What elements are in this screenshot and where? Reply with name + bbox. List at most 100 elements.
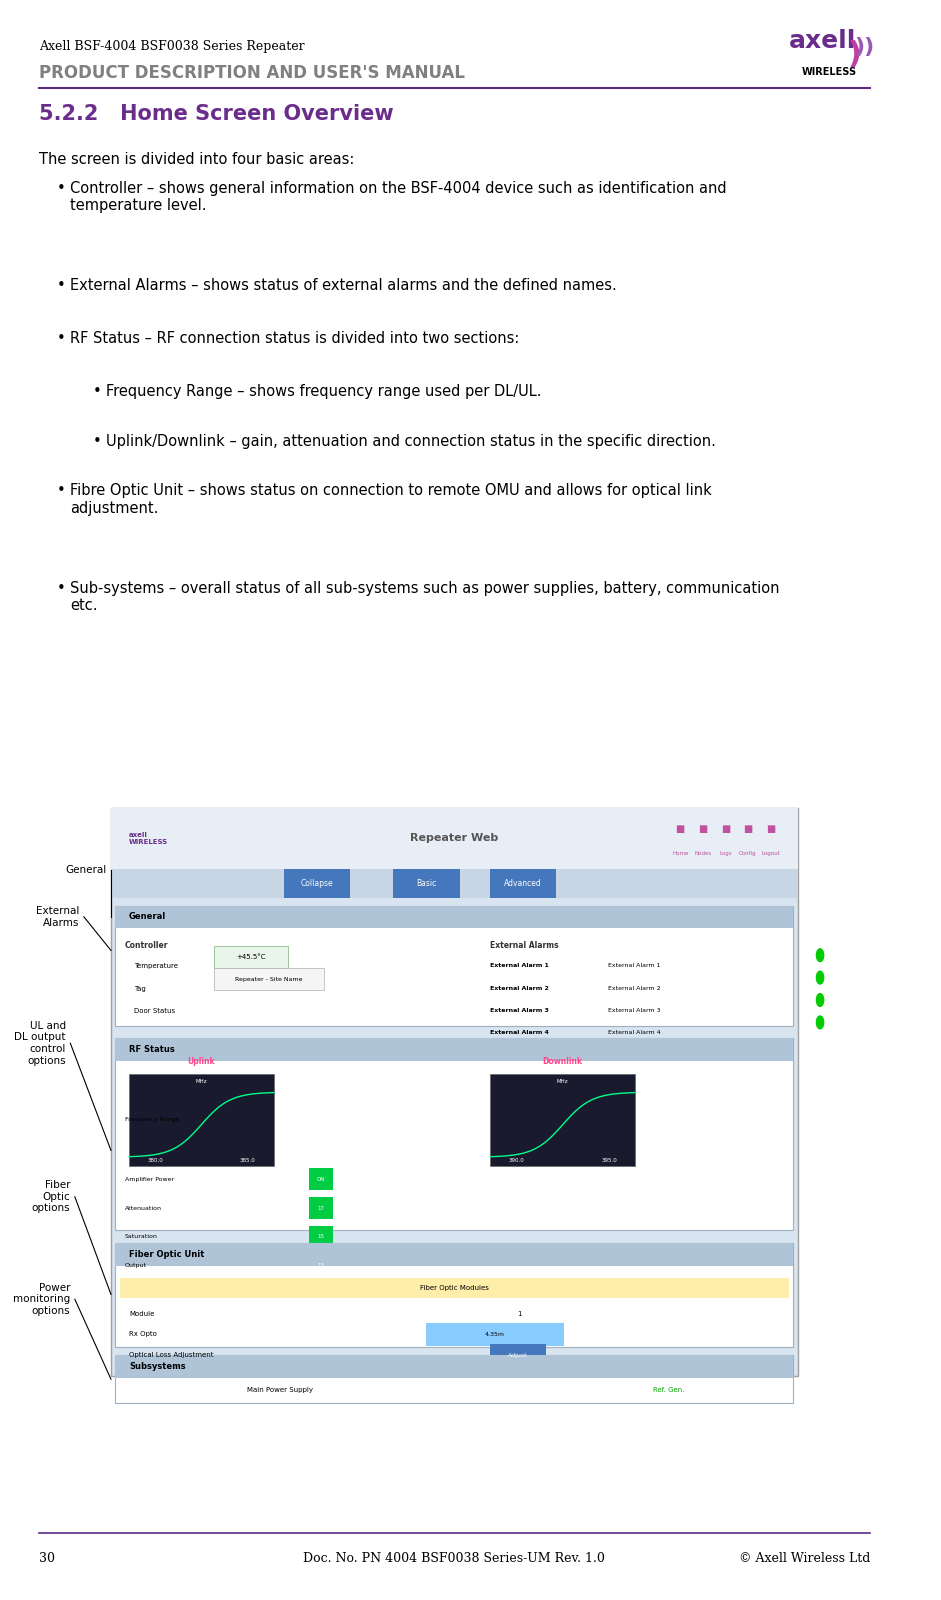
Text: Uplink/Downlink – gain, attenuation and connection status in the specific direct: Uplink/Downlink – gain, attenuation and …: [106, 434, 716, 448]
Text: axell
WIRELESS: axell WIRELESS: [129, 832, 168, 845]
Text: Collapse: Collapse: [301, 878, 333, 888]
Text: Home: Home: [672, 851, 689, 856]
FancyBboxPatch shape: [489, 1344, 546, 1366]
FancyBboxPatch shape: [426, 1323, 564, 1346]
Text: axell: axell: [789, 29, 856, 53]
Text: © Axell Wireless Ltd: © Axell Wireless Ltd: [739, 1552, 869, 1565]
Bar: [111, 869, 798, 898]
Text: Temperature: Temperature: [134, 963, 178, 970]
FancyBboxPatch shape: [490, 1074, 635, 1166]
Text: External Alarm 3: External Alarm 3: [490, 1008, 550, 1013]
Text: ON: ON: [317, 1176, 326, 1182]
Text: Controller: Controller: [124, 941, 168, 950]
Circle shape: [817, 1016, 823, 1029]
Text: 390.0: 390.0: [508, 1158, 524, 1163]
FancyBboxPatch shape: [116, 1038, 793, 1230]
Text: External Alarm 1: External Alarm 1: [490, 963, 550, 968]
FancyBboxPatch shape: [393, 869, 460, 898]
Bar: [120, 1278, 789, 1298]
Text: External Alarms: External Alarms: [490, 941, 559, 950]
Text: RF Status: RF Status: [129, 1045, 175, 1054]
Text: 5.2.2   Home Screen Overview: 5.2.2 Home Screen Overview: [39, 104, 393, 125]
Text: )): )): [854, 37, 875, 56]
Text: ■: ■: [721, 824, 730, 834]
Text: +45.5°C: +45.5°C: [236, 954, 265, 960]
Text: Tag: Tag: [134, 986, 145, 992]
Text: Logs: Logs: [719, 851, 732, 856]
FancyBboxPatch shape: [214, 946, 288, 968]
FancyBboxPatch shape: [111, 808, 798, 1376]
FancyBboxPatch shape: [309, 1254, 333, 1277]
Bar: [111, 808, 798, 869]
Text: •: •: [56, 278, 66, 293]
Text: Controller – shows general information on the BSF-4004 device such as identifica: Controller – shows general information o…: [71, 181, 727, 213]
Text: ): ): [847, 40, 861, 69]
Text: ■: ■: [676, 824, 685, 834]
FancyBboxPatch shape: [129, 1074, 274, 1166]
Text: The screen is divided into four basic areas:: The screen is divided into four basic ar…: [39, 152, 354, 166]
Circle shape: [817, 971, 823, 984]
Text: Subsystems: Subsystems: [129, 1362, 185, 1371]
Text: Fiber
Optic
options: Fiber Optic options: [32, 1181, 71, 1213]
Text: Doc. No. PN 4004 BSF0038 Series-UM Rev. 1.0: Doc. No. PN 4004 BSF0038 Series-UM Rev. …: [303, 1552, 605, 1565]
Text: Door Status: Door Status: [134, 1008, 175, 1014]
Text: 380.0: 380.0: [147, 1158, 163, 1163]
Text: ■: ■: [698, 824, 708, 834]
Text: 4.35m: 4.35m: [485, 1331, 505, 1338]
FancyBboxPatch shape: [214, 968, 325, 990]
Text: Basic: Basic: [417, 878, 437, 888]
Text: Downlink: Downlink: [543, 1056, 582, 1066]
Text: General: General: [65, 866, 106, 875]
FancyBboxPatch shape: [309, 1197, 333, 1219]
Text: 17: 17: [317, 1205, 325, 1211]
Text: •: •: [93, 384, 102, 398]
Text: Adjust: Adjust: [508, 1352, 527, 1358]
Text: External Alarm 3: External Alarm 3: [608, 1008, 661, 1013]
Text: Nodes: Nodes: [694, 851, 711, 856]
Text: External Alarms – shows status of external alarms and the defined names.: External Alarms – shows status of extern…: [71, 278, 617, 293]
Circle shape: [817, 949, 823, 962]
Text: Ref. Gen.: Ref. Gen.: [653, 1387, 685, 1394]
FancyBboxPatch shape: [283, 869, 350, 898]
Text: Axell BSF-4004 BSF0038 Series Repeater: Axell BSF-4004 BSF0038 Series Repeater: [39, 40, 304, 53]
FancyBboxPatch shape: [309, 1168, 333, 1190]
Text: External Alarm 2: External Alarm 2: [608, 986, 661, 990]
Text: External Alarm 4: External Alarm 4: [490, 1030, 550, 1035]
Text: •: •: [56, 581, 66, 595]
Circle shape: [817, 994, 823, 1006]
Text: Power
monitoring
options: Power monitoring options: [13, 1283, 71, 1315]
Text: Amplifier Power: Amplifier Power: [124, 1176, 174, 1182]
Text: Frequency Range – shows frequency range used per DL/UL.: Frequency Range – shows frequency range …: [106, 384, 542, 398]
Text: External Alarm 1: External Alarm 1: [608, 963, 661, 968]
Text: 15: 15: [317, 1234, 325, 1240]
Text: WIRELESS: WIRELESS: [802, 67, 857, 77]
Bar: [116, 1038, 793, 1061]
Text: 13: 13: [317, 1262, 325, 1269]
Text: Repeater Web: Repeater Web: [410, 834, 499, 843]
Text: Logout: Logout: [761, 851, 780, 856]
Text: External
Alarms: External Alarms: [36, 906, 79, 928]
Text: ■: ■: [766, 824, 775, 834]
Text: Advanced: Advanced: [504, 878, 542, 888]
Text: ■: ■: [743, 824, 753, 834]
Text: Config: Config: [739, 851, 757, 856]
FancyBboxPatch shape: [489, 869, 556, 898]
Text: General: General: [129, 912, 167, 922]
Text: Uplink: Uplink: [187, 1056, 215, 1066]
Bar: [116, 1243, 793, 1266]
Text: External Alarm 4: External Alarm 4: [608, 1030, 661, 1035]
Text: Module: Module: [129, 1310, 154, 1317]
Text: Output: Output: [124, 1262, 147, 1269]
Bar: [116, 1355, 793, 1378]
Text: 30: 30: [39, 1552, 55, 1565]
Text: Saturation: Saturation: [124, 1234, 157, 1240]
Text: Rx Opto: Rx Opto: [129, 1331, 157, 1338]
Text: Sub-systems – overall status of all sub-systems such as power supplies, battery,: Sub-systems – overall status of all sub-…: [71, 581, 780, 613]
Text: Frequency Range: Frequency Range: [124, 1117, 179, 1123]
Text: Optical Loss Adjustment: Optical Loss Adjustment: [129, 1352, 214, 1358]
FancyBboxPatch shape: [309, 1226, 333, 1248]
Text: Main Power Supply: Main Power Supply: [247, 1387, 312, 1394]
FancyBboxPatch shape: [116, 1355, 793, 1403]
Bar: [116, 906, 793, 928]
Text: Fiber Optic Modules: Fiber Optic Modules: [420, 1285, 488, 1291]
